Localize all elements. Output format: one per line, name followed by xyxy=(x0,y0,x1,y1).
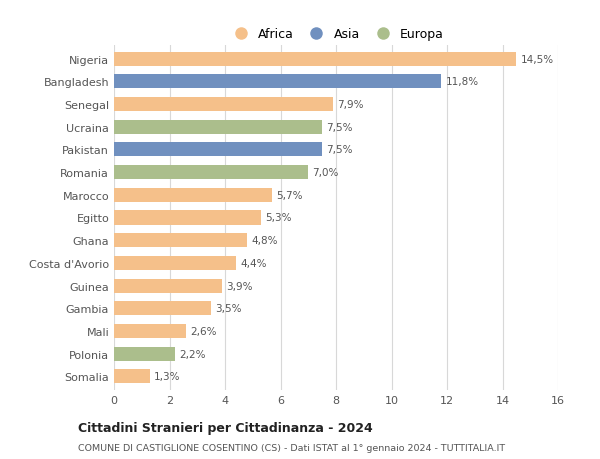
Bar xyxy=(114,120,322,134)
Text: 11,8%: 11,8% xyxy=(446,77,479,87)
Text: 4,8%: 4,8% xyxy=(251,235,278,246)
Text: 2,2%: 2,2% xyxy=(179,349,206,359)
Bar xyxy=(114,75,442,89)
Text: 7,0%: 7,0% xyxy=(313,168,339,178)
Bar xyxy=(114,188,272,202)
Bar xyxy=(114,52,517,67)
Text: 7,5%: 7,5% xyxy=(326,123,353,133)
Bar xyxy=(114,166,308,180)
Bar xyxy=(114,98,333,112)
Text: 4,4%: 4,4% xyxy=(240,258,267,269)
Text: 7,9%: 7,9% xyxy=(337,100,364,110)
Text: Cittadini Stranieri per Cittadinanza - 2024: Cittadini Stranieri per Cittadinanza - 2… xyxy=(78,421,373,434)
Bar xyxy=(114,279,222,293)
Bar xyxy=(114,211,261,225)
Text: 3,5%: 3,5% xyxy=(215,303,242,313)
Text: 2,6%: 2,6% xyxy=(190,326,217,336)
Text: 3,9%: 3,9% xyxy=(226,281,253,291)
Legend: Africa, Asia, Europa: Africa, Asia, Europa xyxy=(223,23,449,46)
Bar xyxy=(114,234,247,248)
Bar xyxy=(114,347,175,361)
Text: 14,5%: 14,5% xyxy=(521,55,554,64)
Text: 5,7%: 5,7% xyxy=(277,190,303,201)
Bar xyxy=(114,369,150,384)
Text: 1,3%: 1,3% xyxy=(154,372,181,381)
Text: 7,5%: 7,5% xyxy=(326,145,353,155)
Bar xyxy=(114,324,186,338)
Text: COMUNE DI CASTIGLIONE COSENTINO (CS) - Dati ISTAT al 1° gennaio 2024 - TUTTITALI: COMUNE DI CASTIGLIONE COSENTINO (CS) - D… xyxy=(78,443,505,452)
Text: 5,3%: 5,3% xyxy=(265,213,292,223)
Bar xyxy=(114,256,236,270)
Bar xyxy=(114,302,211,316)
Bar xyxy=(114,143,322,157)
